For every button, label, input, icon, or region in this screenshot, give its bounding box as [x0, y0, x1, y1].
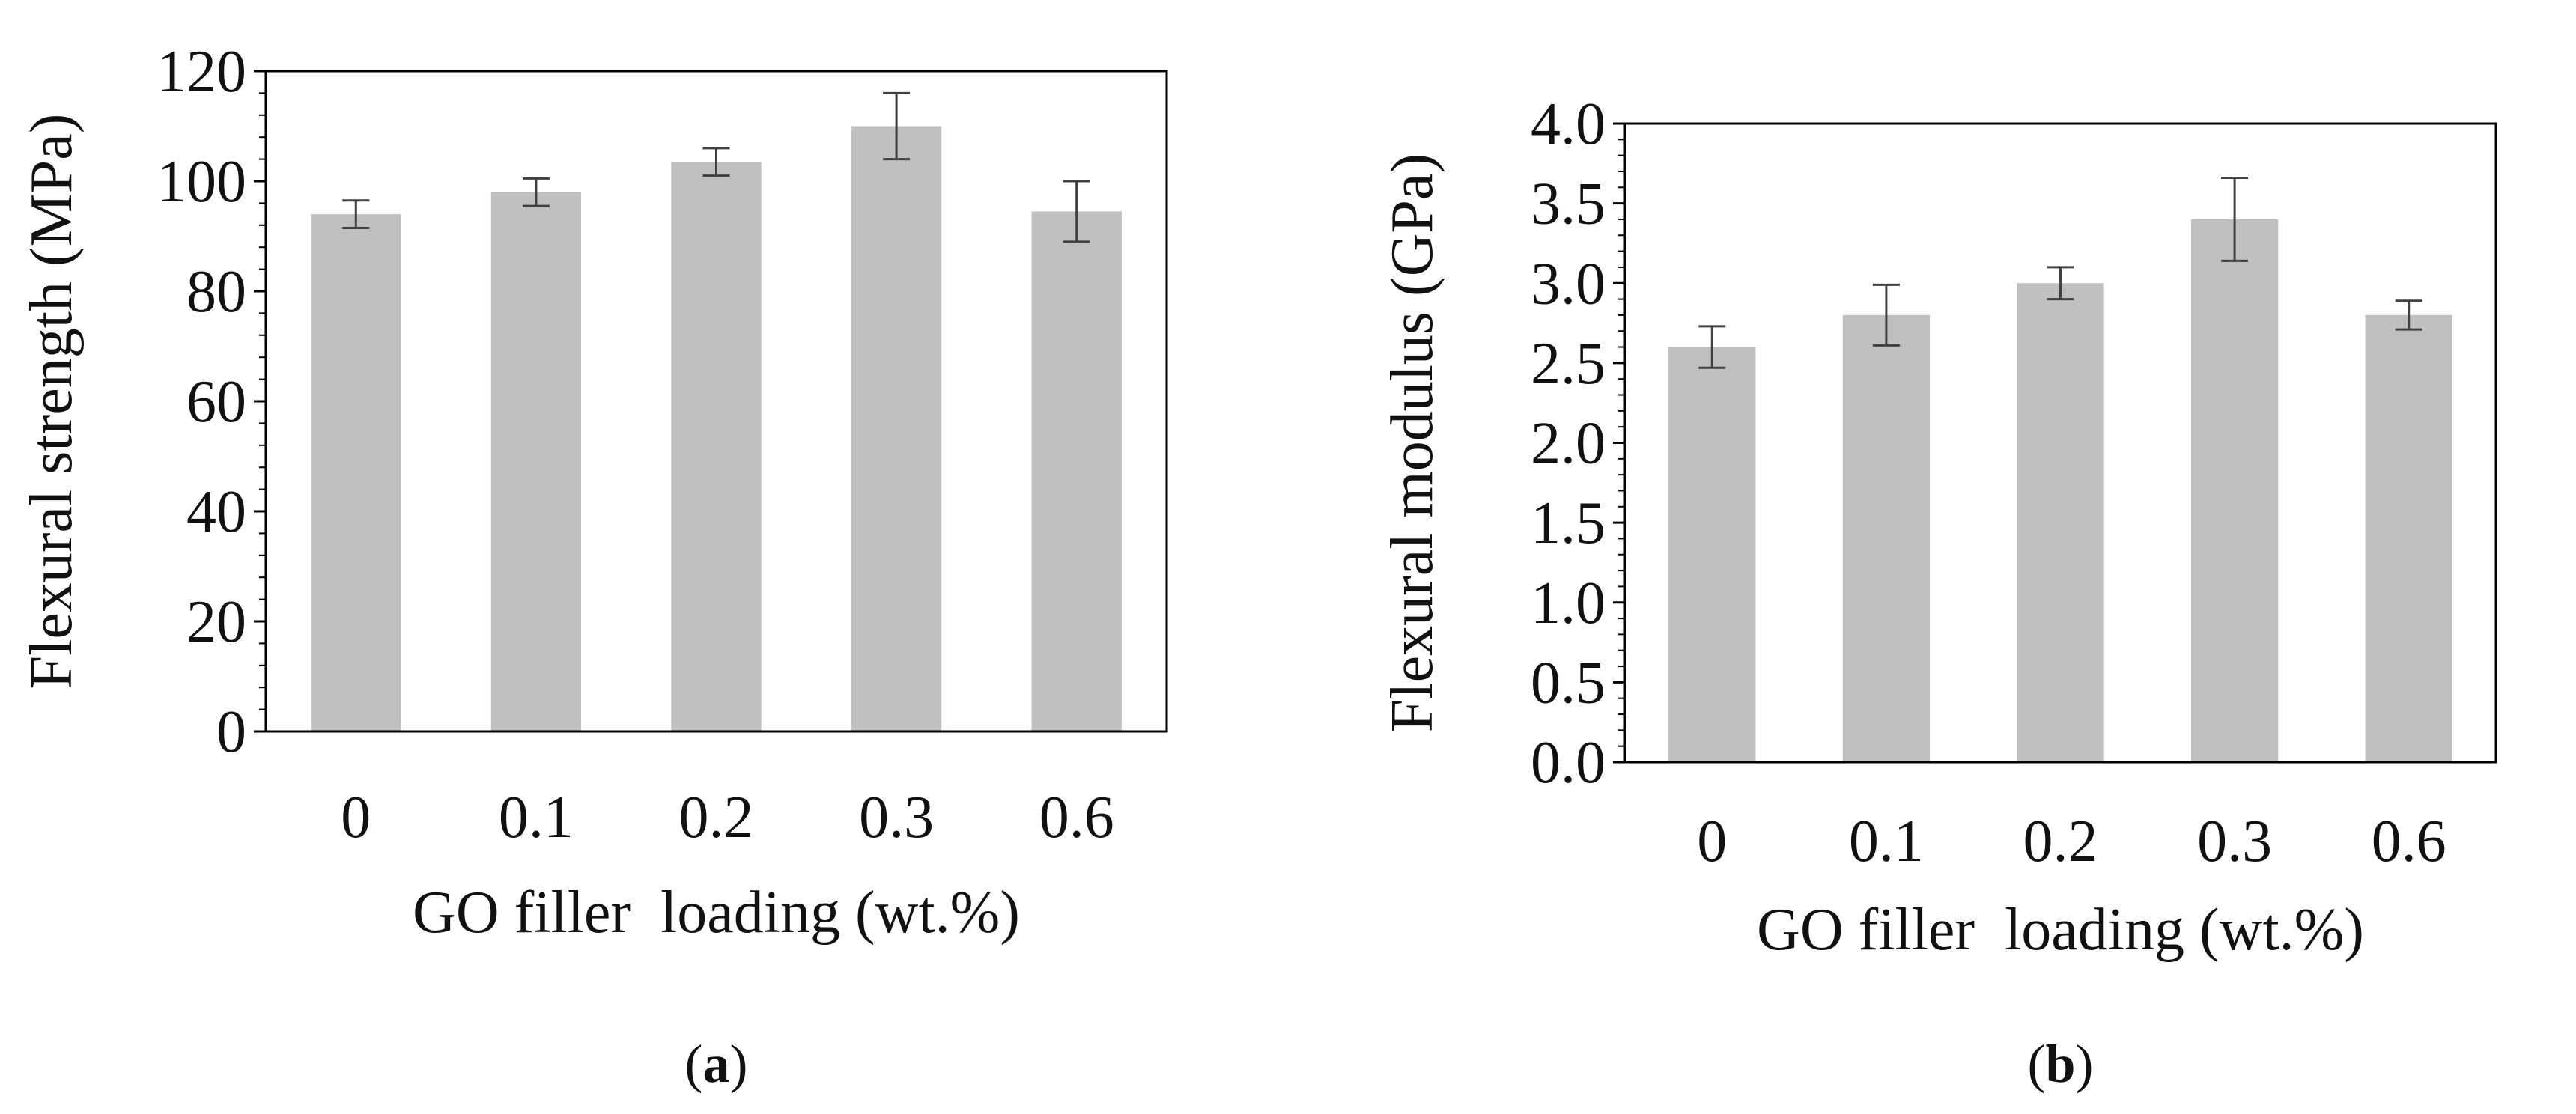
y-axis-label: Flexural modulus (GPa)	[1379, 153, 1445, 732]
y-tick-label: 0.0	[1531, 730, 1606, 796]
panel-caption-b: (b)	[2027, 1034, 2093, 1094]
x-tick-label: 0.3	[2197, 809, 2272, 874]
y-tick-label: 0	[216, 699, 246, 765]
panel-caption-a: (a)	[685, 1034, 748, 1094]
error-bar-group	[342, 91, 1090, 243]
y-tick-label: 0.5	[1531, 650, 1606, 716]
y-tick-label: 80	[186, 259, 246, 325]
x-tick-label: 0	[341, 785, 371, 850]
y-tick-label: 2.0	[1531, 411, 1606, 477]
x-axis-label: GO filler loading (wt.%)	[1757, 897, 2364, 963]
caption-open-paren: (	[2027, 1034, 2045, 1094]
bar	[671, 162, 762, 731]
error-bar-group	[1698, 177, 2422, 369]
y-tick-label: 60	[186, 369, 246, 435]
y-tick-label: 40	[186, 479, 246, 545]
y-tick-label: 120	[157, 39, 246, 105]
bar	[311, 214, 401, 732]
x-tick-label: 0.1	[1849, 809, 1924, 874]
x-tick-label: 0.6	[2372, 809, 2446, 874]
x-tick-label: 0.1	[499, 785, 574, 850]
bar	[851, 126, 942, 731]
y-tick-label: 2.5	[1531, 331, 1606, 397]
caption-letter: b	[2045, 1034, 2075, 1094]
x-tick-label: 0.6	[1039, 785, 1114, 850]
y-tick-label: 3.0	[1531, 251, 1606, 317]
y-tick-label: 1.0	[1531, 570, 1606, 636]
x-tick-label: 0	[1697, 809, 1727, 874]
x-axis: 0 0.1 0.2 0.3 0.6	[341, 785, 1114, 850]
bar	[490, 192, 582, 731]
caption-letter: a	[703, 1034, 730, 1094]
y-tick-label: 1.5	[1531, 490, 1606, 556]
bar-group	[1668, 219, 2452, 762]
bar	[1668, 347, 1756, 762]
bar	[2365, 314, 2452, 762]
x-tick-label: 0.2	[2023, 809, 2098, 874]
x-tick-label: 0.2	[679, 785, 754, 850]
bar	[2190, 219, 2279, 762]
bar	[1031, 211, 1122, 731]
y-tick-label: 3.5	[1531, 171, 1606, 237]
chart-panel-a: 0 20 40 60 80 100 120 0 0.1 0.2 0.3 0.6 Flexural s…	[19, 39, 1168, 1094]
y-tick-label: 20	[186, 589, 246, 655]
x-tick-label: 0.3	[859, 785, 934, 850]
bar	[1842, 314, 1931, 762]
caption-open-paren: (	[685, 1034, 703, 1094]
y-axis: 0 20 40 60 80 100 120	[157, 39, 266, 765]
caption-close-paren: )	[730, 1034, 748, 1094]
x-axis: 0 0.1 0.2 0.3 0.6	[1697, 809, 2446, 874]
x-axis-label: GO filler loading (wt.%)	[413, 880, 1020, 946]
y-tick-label: 4.0	[1531, 91, 1606, 157]
bar-group	[311, 126, 1122, 732]
bar	[2017, 283, 2104, 762]
y-axis: 0.0 0.5 1.0 1.5 2.0 2.5 3.0 3.5 4.0	[1531, 91, 1625, 796]
y-axis-label: Flexural strength (MPa)	[19, 114, 85, 690]
y-tick-label: 100	[157, 149, 246, 215]
chart-panel-b: 0.0 0.5 1.0 1.5 2.0 2.5 3.0 3.5 4.0 0 0.1 0.2 0.3 0.…	[1379, 91, 2497, 1094]
caption-close-paren: )	[2076, 1034, 2094, 1094]
